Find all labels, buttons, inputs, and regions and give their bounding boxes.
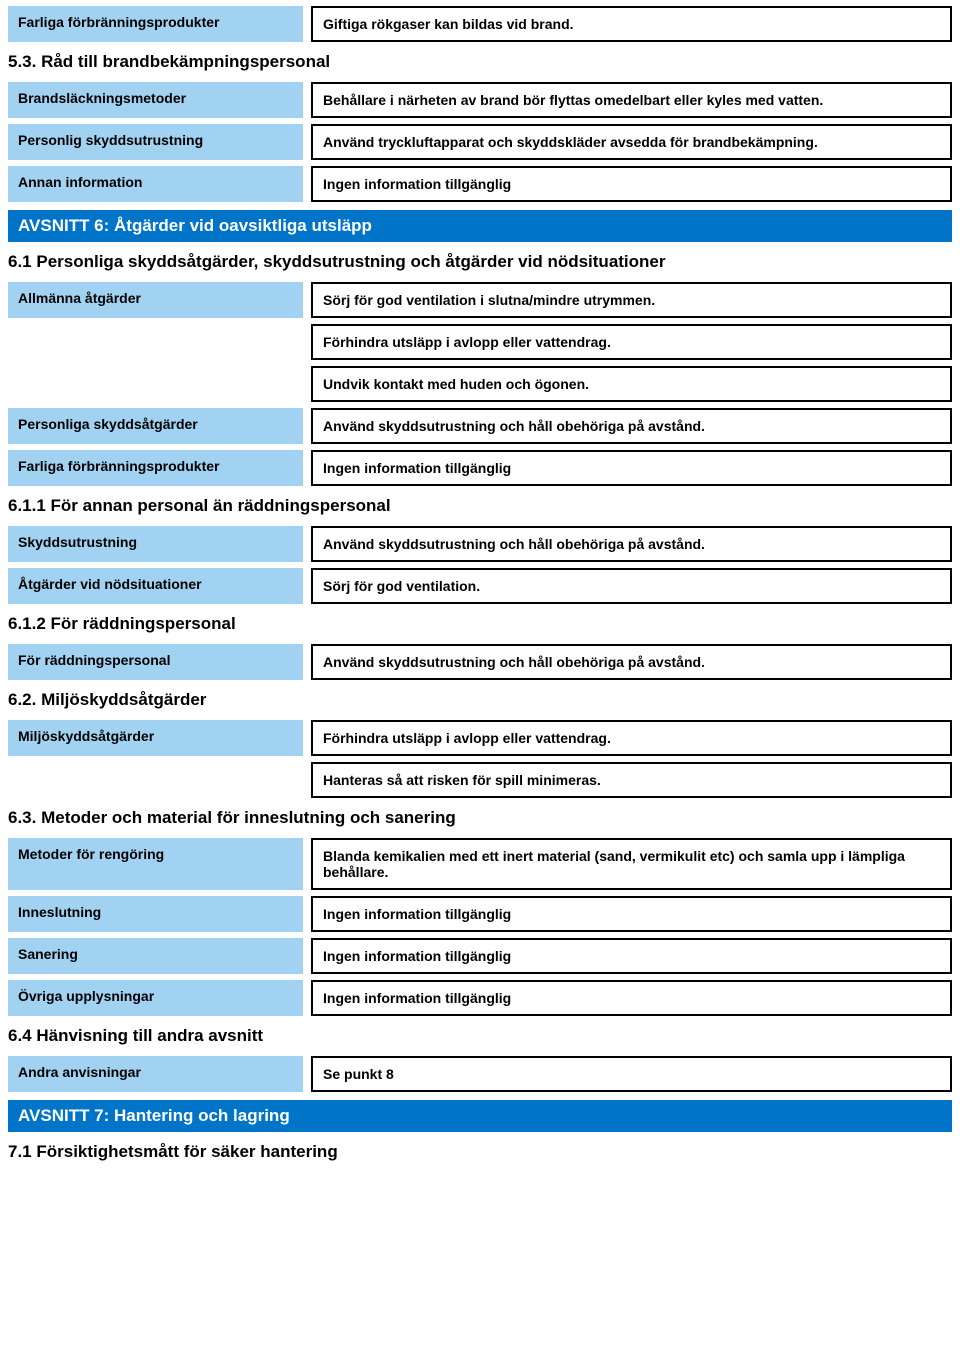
label-miljoskydds: Miljöskyddsåtgärder bbox=[8, 720, 303, 756]
value-hanteras: Hanteras så att risken för spill minimer… bbox=[311, 762, 952, 798]
row-annan-info: Annan information Ingen information till… bbox=[8, 166, 952, 202]
label-inneslutning: Inneslutning bbox=[8, 896, 303, 932]
value-inneslutning: Ingen information tillgänglig bbox=[311, 896, 952, 932]
value-annan-info: Ingen information tillgänglig bbox=[311, 166, 952, 202]
row-pers-skydds: Personliga skyddsåtgärder Använd skyddsu… bbox=[8, 408, 952, 444]
heading-6-2: 6.2. Miljöskyddsåtgärder bbox=[8, 680, 952, 714]
heading-6-4: 6.4 Hänvisning till andra avsnitt bbox=[8, 1016, 952, 1050]
row-inneslutning: Inneslutning Ingen information tillgängl… bbox=[8, 896, 952, 932]
row-metoder-rengoring: Metoder för rengöring Blanda kemikalien … bbox=[8, 838, 952, 890]
row-for-raddning: För räddningspersonal Använd skyddsutrus… bbox=[8, 644, 952, 680]
value-for-raddning: Använd skyddsutrustning och håll obehöri… bbox=[311, 644, 952, 680]
heading-6-1: 6.1 Personliga skyddsåtgärder, skyddsutr… bbox=[8, 242, 952, 276]
label-personlig-skydds: Personlig skyddsutrustning bbox=[8, 124, 303, 160]
label-annan-info: Annan information bbox=[8, 166, 303, 202]
row-miljoskydds: Miljöskyddsåtgärder Förhindra utsläpp i … bbox=[8, 720, 952, 756]
row-allmanna: Allmänna åtgärder Sörj för god ventilati… bbox=[8, 282, 952, 318]
label-farliga-2: Farliga förbränningsprodukter bbox=[8, 450, 303, 486]
row-forhindra-1: Förhindra utsläpp i avlopp eller vattend… bbox=[8, 324, 952, 360]
value-farliga-top: Giftiga rökgaser kan bildas vid brand. bbox=[311, 6, 952, 42]
label-ovriga: Övriga upplysningar bbox=[8, 980, 303, 1016]
value-andra-anv: Se punkt 8 bbox=[311, 1056, 952, 1092]
label-allmanna: Allmänna åtgärder bbox=[8, 282, 303, 318]
label-andra-anv: Andra anvisningar bbox=[8, 1056, 303, 1092]
value-miljoskydds: Förhindra utsläpp i avlopp eller vattend… bbox=[311, 720, 952, 756]
heading-6-3: 6.3. Metoder och material för inneslutni… bbox=[8, 798, 952, 832]
value-skyddsutr: Använd skyddsutrustning och håll obehöri… bbox=[311, 526, 952, 562]
value-undvik: Undvik kontakt med huden och ögonen. bbox=[311, 366, 952, 402]
value-allmanna: Sörj för god ventilation i slutna/mindre… bbox=[311, 282, 952, 318]
row-personlig-skydds: Personlig skyddsutrustning Använd tryckl… bbox=[8, 124, 952, 160]
label-sanering: Sanering bbox=[8, 938, 303, 974]
value-pers-skydds: Använd skyddsutrustning och håll obehöri… bbox=[311, 408, 952, 444]
row-undvik: Undvik kontakt med huden och ögonen. bbox=[8, 366, 952, 402]
heading-7-1: 7.1 Försiktighetsmått för säker hanterin… bbox=[8, 1132, 952, 1166]
row-atgarder-nod: Åtgärder vid nödsituationer Sörj för god… bbox=[8, 568, 952, 604]
heading-6-1-1: 6.1.1 För annan personal än räddningsper… bbox=[8, 486, 952, 520]
label-skyddsutr: Skyddsutrustning bbox=[8, 526, 303, 562]
row-sanering: Sanering Ingen information tillgänglig bbox=[8, 938, 952, 974]
heading-6-1-2: 6.1.2 För räddningspersonal bbox=[8, 604, 952, 638]
label-metoder-rengoring: Metoder för rengöring bbox=[8, 838, 303, 890]
heading-5-3: 5.3. Råd till brandbekämpningspersonal bbox=[8, 42, 952, 76]
label-pers-skydds: Personliga skyddsåtgärder bbox=[8, 408, 303, 444]
value-brandslackning: Behållare i närheten av brand bör flytta… bbox=[311, 82, 952, 118]
label-atgarder-nod: Åtgärder vid nödsituationer bbox=[8, 568, 303, 604]
row-ovriga: Övriga upplysningar Ingen information ti… bbox=[8, 980, 952, 1016]
row-skyddsutr: Skyddsutrustning Använd skyddsutrustning… bbox=[8, 526, 952, 562]
value-metoder-rengoring: Blanda kemikalien med ett inert material… bbox=[311, 838, 952, 890]
row-farliga-top: Farliga förbränningsprodukter Giftiga rö… bbox=[8, 6, 952, 42]
value-farliga-2: Ingen information tillgänglig bbox=[311, 450, 952, 486]
row-farliga-2: Farliga förbränningsprodukter Ingen info… bbox=[8, 450, 952, 486]
value-sanering: Ingen information tillgänglig bbox=[311, 938, 952, 974]
label-farliga-top: Farliga förbränningsprodukter bbox=[8, 6, 303, 42]
label-brandslackning: Brandsläckningsmetoder bbox=[8, 82, 303, 118]
row-andra-anv: Andra anvisningar Se punkt 8 bbox=[8, 1056, 952, 1092]
section-6-header: AVSNITT 6: Åtgärder vid oavsiktliga utsl… bbox=[8, 210, 952, 242]
value-personlig-skydds: Använd tryckluftapparat och skyddskläder… bbox=[311, 124, 952, 160]
row-hanteras: Hanteras så att risken för spill minimer… bbox=[8, 762, 952, 798]
value-atgarder-nod: Sörj för god ventilation. bbox=[311, 568, 952, 604]
value-forhindra-1: Förhindra utsläpp i avlopp eller vattend… bbox=[311, 324, 952, 360]
label-for-raddning: För räddningspersonal bbox=[8, 644, 303, 680]
section-7-header: AVSNITT 7: Hantering och lagring bbox=[8, 1100, 952, 1132]
value-ovriga: Ingen information tillgänglig bbox=[311, 980, 952, 1016]
row-brandslackning: Brandsläckningsmetoder Behållare i närhe… bbox=[8, 82, 952, 118]
